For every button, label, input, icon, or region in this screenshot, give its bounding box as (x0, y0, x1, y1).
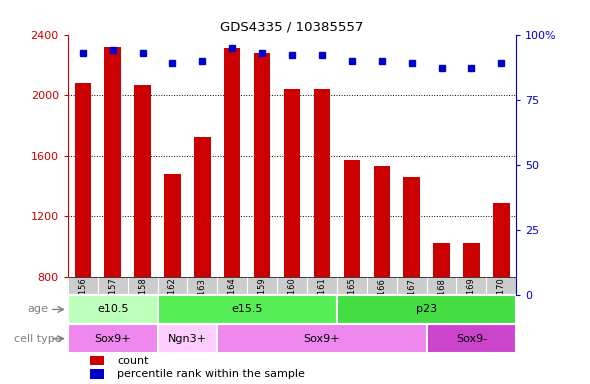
Bar (194, 137, 211, 277)
Text: GSM841162: GSM841162 (168, 278, 177, 328)
Text: GSM841170: GSM841170 (497, 278, 506, 328)
Bar (343, 160, 360, 277)
Text: e10.5: e10.5 (97, 305, 129, 314)
Bar (373, 166, 390, 277)
Text: cell type: cell type (14, 334, 62, 344)
Bar (217, 324, 427, 353)
Text: Sox9+: Sox9+ (304, 334, 340, 344)
Bar (104, 47, 121, 277)
Text: GSM841159: GSM841159 (258, 278, 267, 328)
Text: Ngn3+: Ngn3+ (168, 334, 207, 344)
Text: GSM841166: GSM841166 (377, 278, 386, 328)
Bar (135, 84, 151, 277)
Text: p23: p23 (416, 305, 437, 314)
Text: count: count (117, 356, 149, 366)
Bar (158, 295, 337, 324)
Text: GSM841168: GSM841168 (437, 278, 446, 328)
Bar (68, 295, 158, 324)
Bar (224, 48, 241, 277)
Bar (433, 243, 450, 277)
Bar (74, 83, 91, 277)
Text: Sox9+: Sox9+ (94, 334, 131, 344)
Bar (404, 177, 420, 277)
Text: GSM841160: GSM841160 (287, 278, 297, 328)
Text: GSM841156: GSM841156 (78, 278, 87, 328)
Text: age: age (28, 305, 48, 314)
Text: GSM841165: GSM841165 (348, 278, 356, 328)
Text: GSM841167: GSM841167 (407, 278, 416, 328)
Bar (314, 89, 330, 277)
Text: GSM841157: GSM841157 (108, 278, 117, 328)
Bar (463, 243, 480, 277)
Bar (284, 89, 300, 277)
Bar (427, 324, 516, 353)
Text: GSM841169: GSM841169 (467, 278, 476, 328)
Bar (158, 324, 217, 353)
Bar (68, 324, 158, 353)
Text: GSM841164: GSM841164 (228, 278, 237, 328)
Text: Sox9-: Sox9- (456, 334, 487, 344)
Text: percentile rank within the sample: percentile rank within the sample (117, 369, 305, 379)
Bar (254, 53, 270, 277)
Title: GDS4335 / 10385557: GDS4335 / 10385557 (220, 20, 364, 33)
Text: GSM841161: GSM841161 (317, 278, 326, 328)
Text: e15.5: e15.5 (231, 305, 263, 314)
Bar (337, 295, 516, 324)
Text: GSM841163: GSM841163 (198, 278, 207, 328)
Bar (90, 356, 104, 365)
Bar (493, 202, 510, 277)
Bar (68, 277, 516, 295)
Bar (164, 174, 181, 277)
Bar (90, 369, 104, 379)
Text: GSM841158: GSM841158 (138, 278, 147, 328)
